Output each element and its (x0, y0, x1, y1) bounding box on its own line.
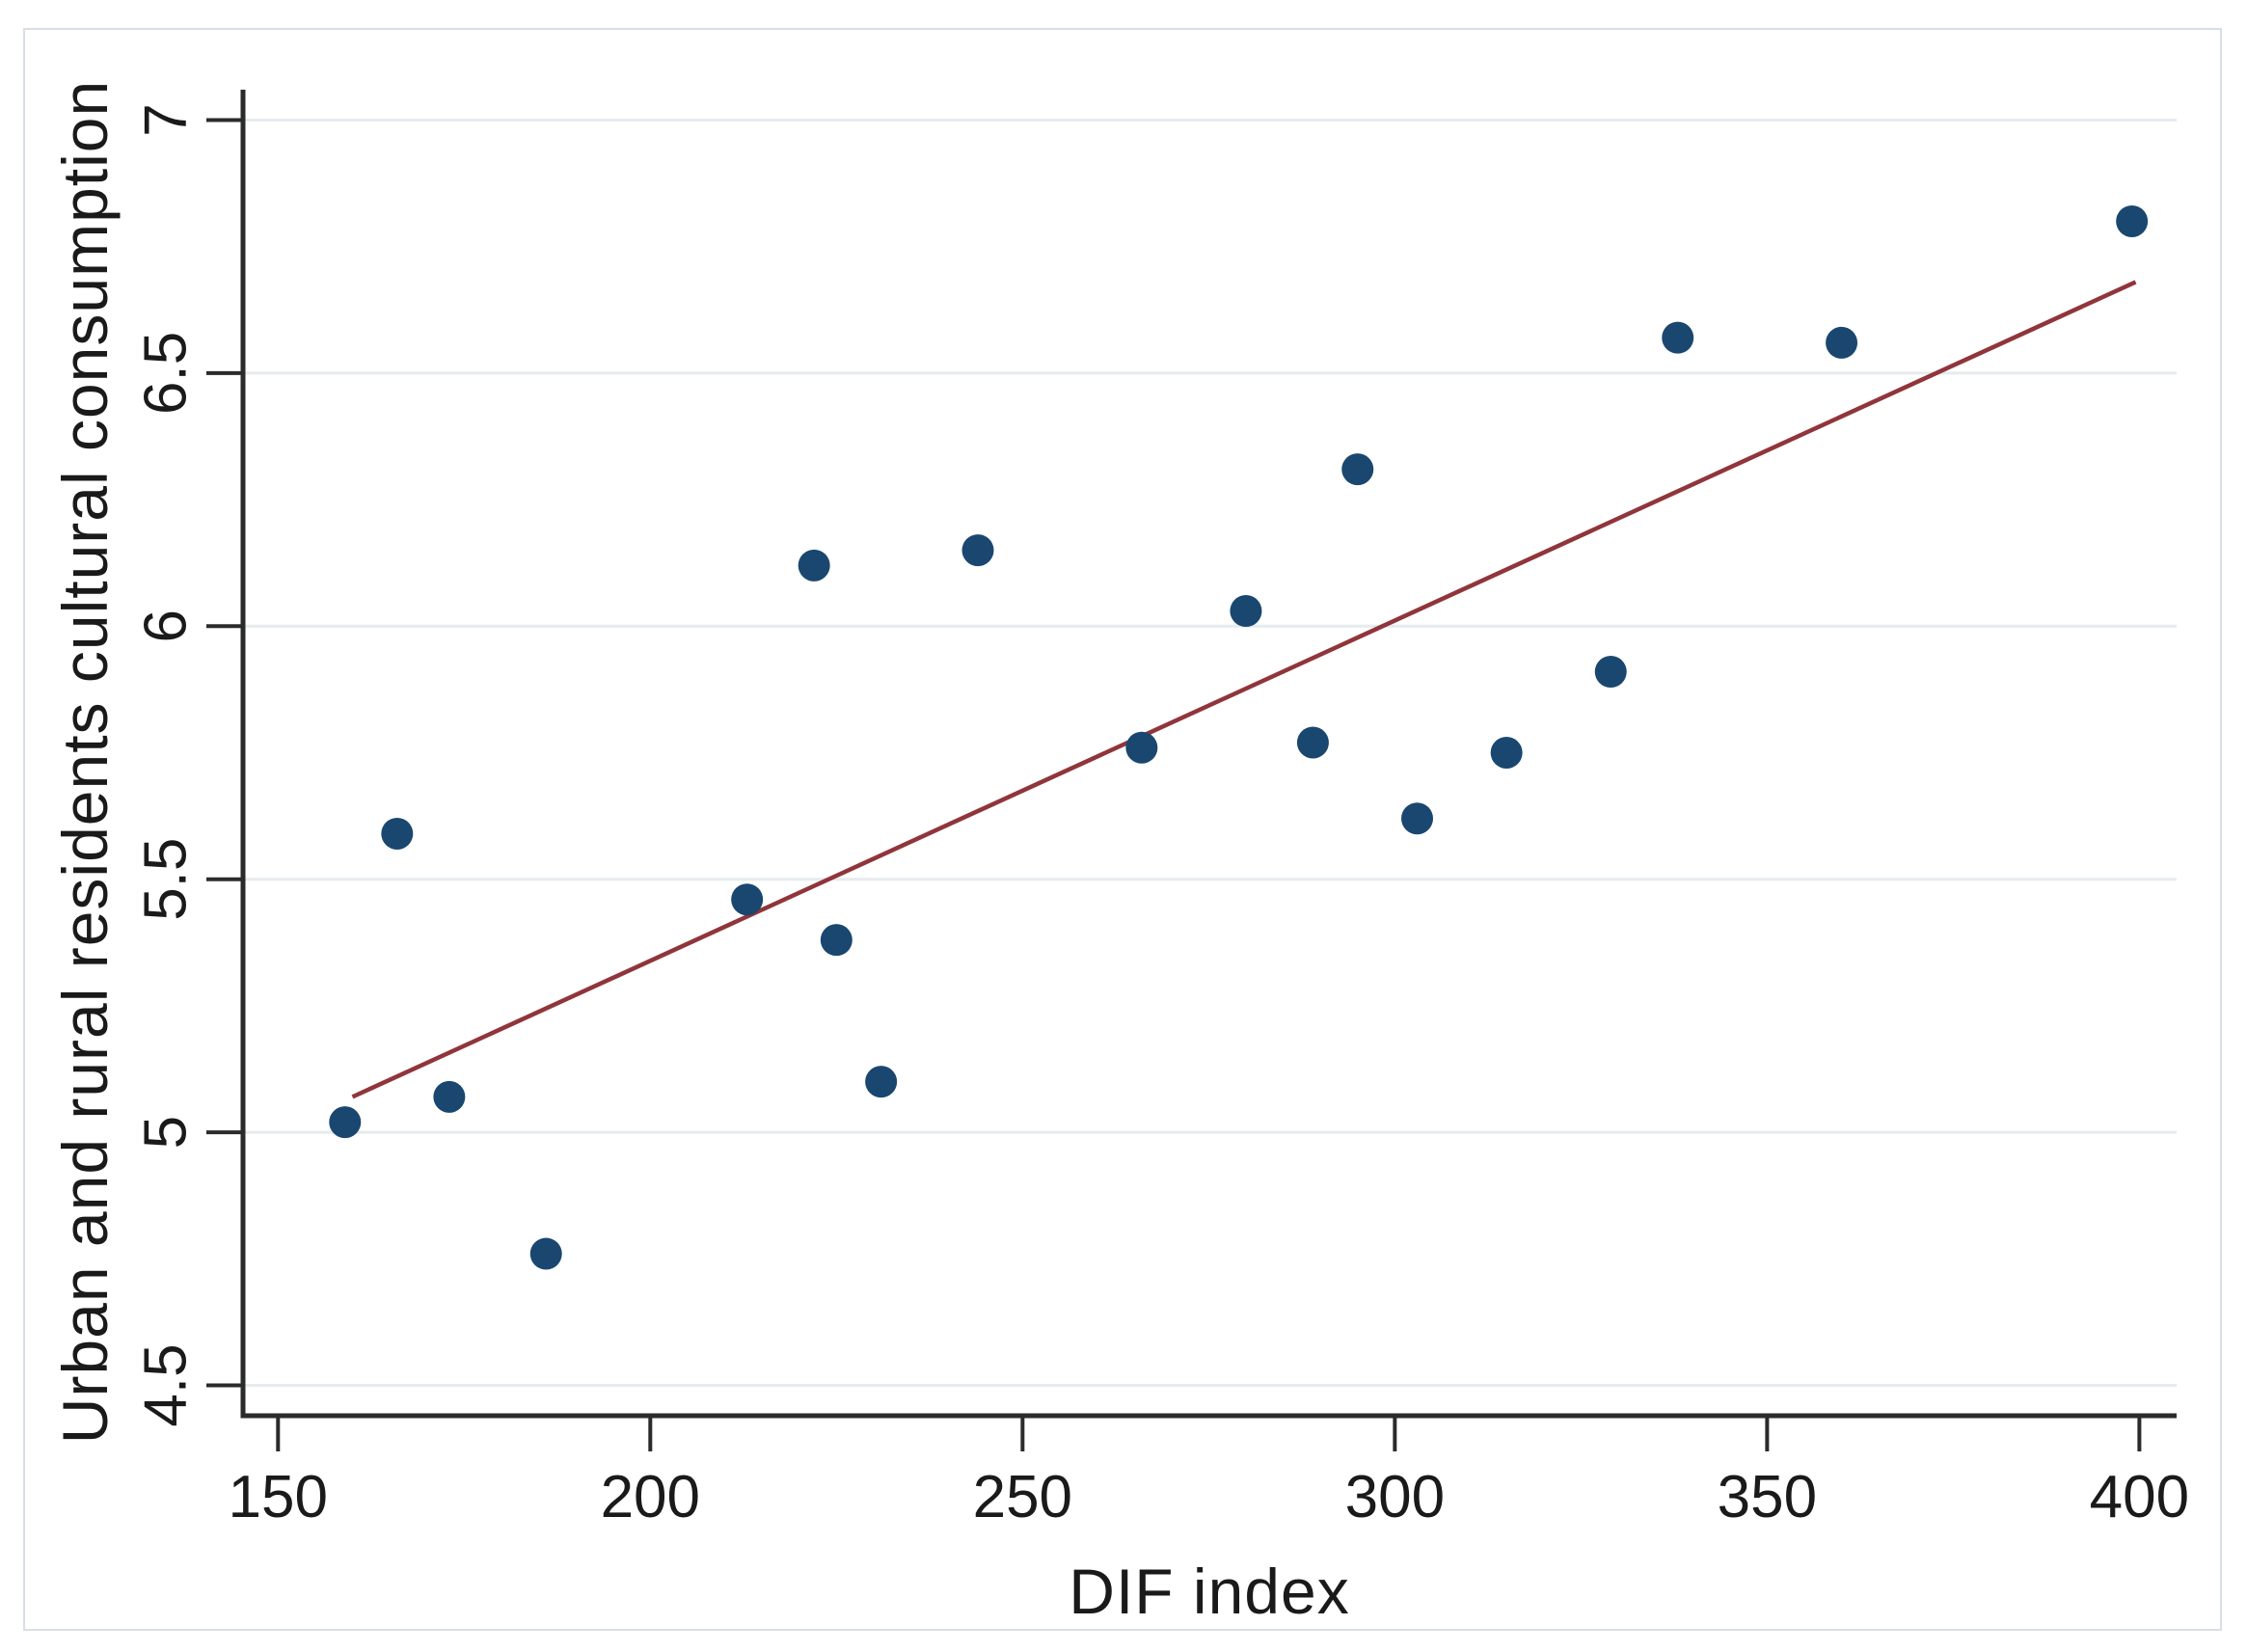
data-point (865, 1066, 898, 1098)
x-tick-label: 200 (601, 1464, 700, 1530)
data-point (961, 534, 994, 567)
y-tick-label: 5.5 (132, 838, 199, 921)
data-point (1296, 726, 1329, 759)
data-point (433, 1080, 466, 1113)
data-point (731, 883, 764, 916)
data-point (529, 1237, 562, 1270)
x-tick-label: 300 (1345, 1464, 1445, 1530)
y-tick-label: 6 (132, 609, 199, 642)
y-tick-label: 4.5 (132, 1343, 199, 1426)
x-tick-label: 250 (973, 1464, 1072, 1530)
data-point (329, 1106, 362, 1139)
y-tick-label: 7 (132, 103, 199, 136)
x-axis-title: DIF index (1069, 1556, 1350, 1627)
data-point (1401, 802, 1434, 835)
x-tick-label: 400 (2090, 1464, 2189, 1530)
data-point (1341, 453, 1374, 486)
x-tick-label: 350 (1718, 1464, 1817, 1530)
y-axis-title: Urban and rural residents cultural consu… (49, 79, 121, 1445)
data-point (1490, 737, 1523, 769)
y-tick-label: 6.5 (132, 332, 199, 415)
trend-line (351, 280, 2137, 1099)
data-point (1125, 731, 1158, 764)
x-tick-label: 150 (229, 1464, 328, 1530)
data-point (2116, 204, 2149, 237)
data-point (820, 924, 853, 957)
data-point (1826, 326, 1858, 359)
data-point (798, 549, 830, 582)
data-point (1662, 321, 1694, 354)
data-point (1230, 595, 1262, 628)
data-point (1594, 656, 1627, 689)
y-tick-label: 5 (132, 1116, 199, 1149)
data-point (381, 817, 414, 850)
figure-border (23, 28, 2222, 1631)
